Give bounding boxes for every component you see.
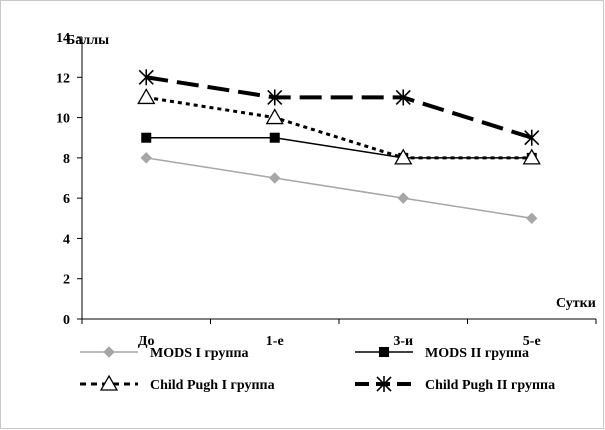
diamond-marker: [269, 172, 281, 184]
series-line: [146, 157, 532, 220]
triangle-marker: [137, 88, 156, 105]
series-line: [146, 95, 532, 160]
asterisk-marker: [376, 376, 392, 392]
x-tick-label: До: [138, 334, 155, 349]
asterisk-marker: [524, 129, 540, 146]
asterisk-marker: [267, 89, 283, 106]
series-line: [145, 75, 533, 140]
legend-label: MODS II группа: [425, 346, 529, 361]
legend-label: Child Pugh II группа: [425, 378, 555, 393]
square-marker: [141, 132, 152, 143]
series-4: [138, 69, 540, 146]
y-tick-label: 4: [63, 232, 70, 247]
diamond-marker: [140, 152, 152, 164]
x-axis-label: Сутки: [556, 296, 596, 311]
diamond-marker: [103, 346, 115, 358]
x-tick-label: 5-е: [523, 334, 541, 349]
y-axis-label: Баллы: [66, 33, 109, 48]
series-1: [140, 152, 538, 224]
y-tick-label: 0: [63, 313, 70, 328]
axes: [77, 36, 597, 324]
triangle-marker: [99, 374, 119, 391]
triangle-marker: [522, 148, 541, 165]
y-tick-label: 6: [63, 192, 70, 207]
legend: MODS I группа MODS II группа Child Pugh I …: [80, 346, 555, 393]
legend-label: MODS I группа: [150, 346, 249, 361]
x-tick-labels: До 1-е 3-и 5-е: [138, 334, 541, 349]
y-tick-label: 8: [63, 152, 70, 167]
series-line: [146, 136, 532, 159]
legend-label: Child Pugh I группа: [150, 378, 275, 393]
diamond-marker: [397, 192, 409, 204]
legend-item: Child Pugh I группа: [80, 374, 275, 393]
triangle-marker: [394, 148, 413, 165]
y-tick-label: 12: [56, 71, 70, 86]
asterisk-marker: [138, 69, 154, 86]
diamond-marker: [526, 212, 538, 224]
y-tick-label: 14: [56, 31, 70, 46]
x-tick-label: 1-е: [266, 334, 284, 349]
series-layer: [137, 69, 541, 224]
legend-item: MODS II группа: [355, 346, 529, 361]
legend-item: Child Pugh II группа: [355, 376, 555, 393]
square-marker: [379, 347, 389, 357]
square-marker: [269, 132, 280, 143]
series-3: [137, 88, 541, 165]
triangle-marker: [265, 108, 284, 125]
x-tick-label: 3-и: [393, 334, 413, 349]
y-tick-label: 10: [56, 112, 70, 127]
asterisk-marker: [395, 89, 411, 106]
y-tick-labels: 0 2 4 6 8 10 12 14: [56, 31, 70, 328]
y-tick-label: 2: [63, 273, 70, 288]
legend-item: MODS I группа: [80, 346, 249, 361]
